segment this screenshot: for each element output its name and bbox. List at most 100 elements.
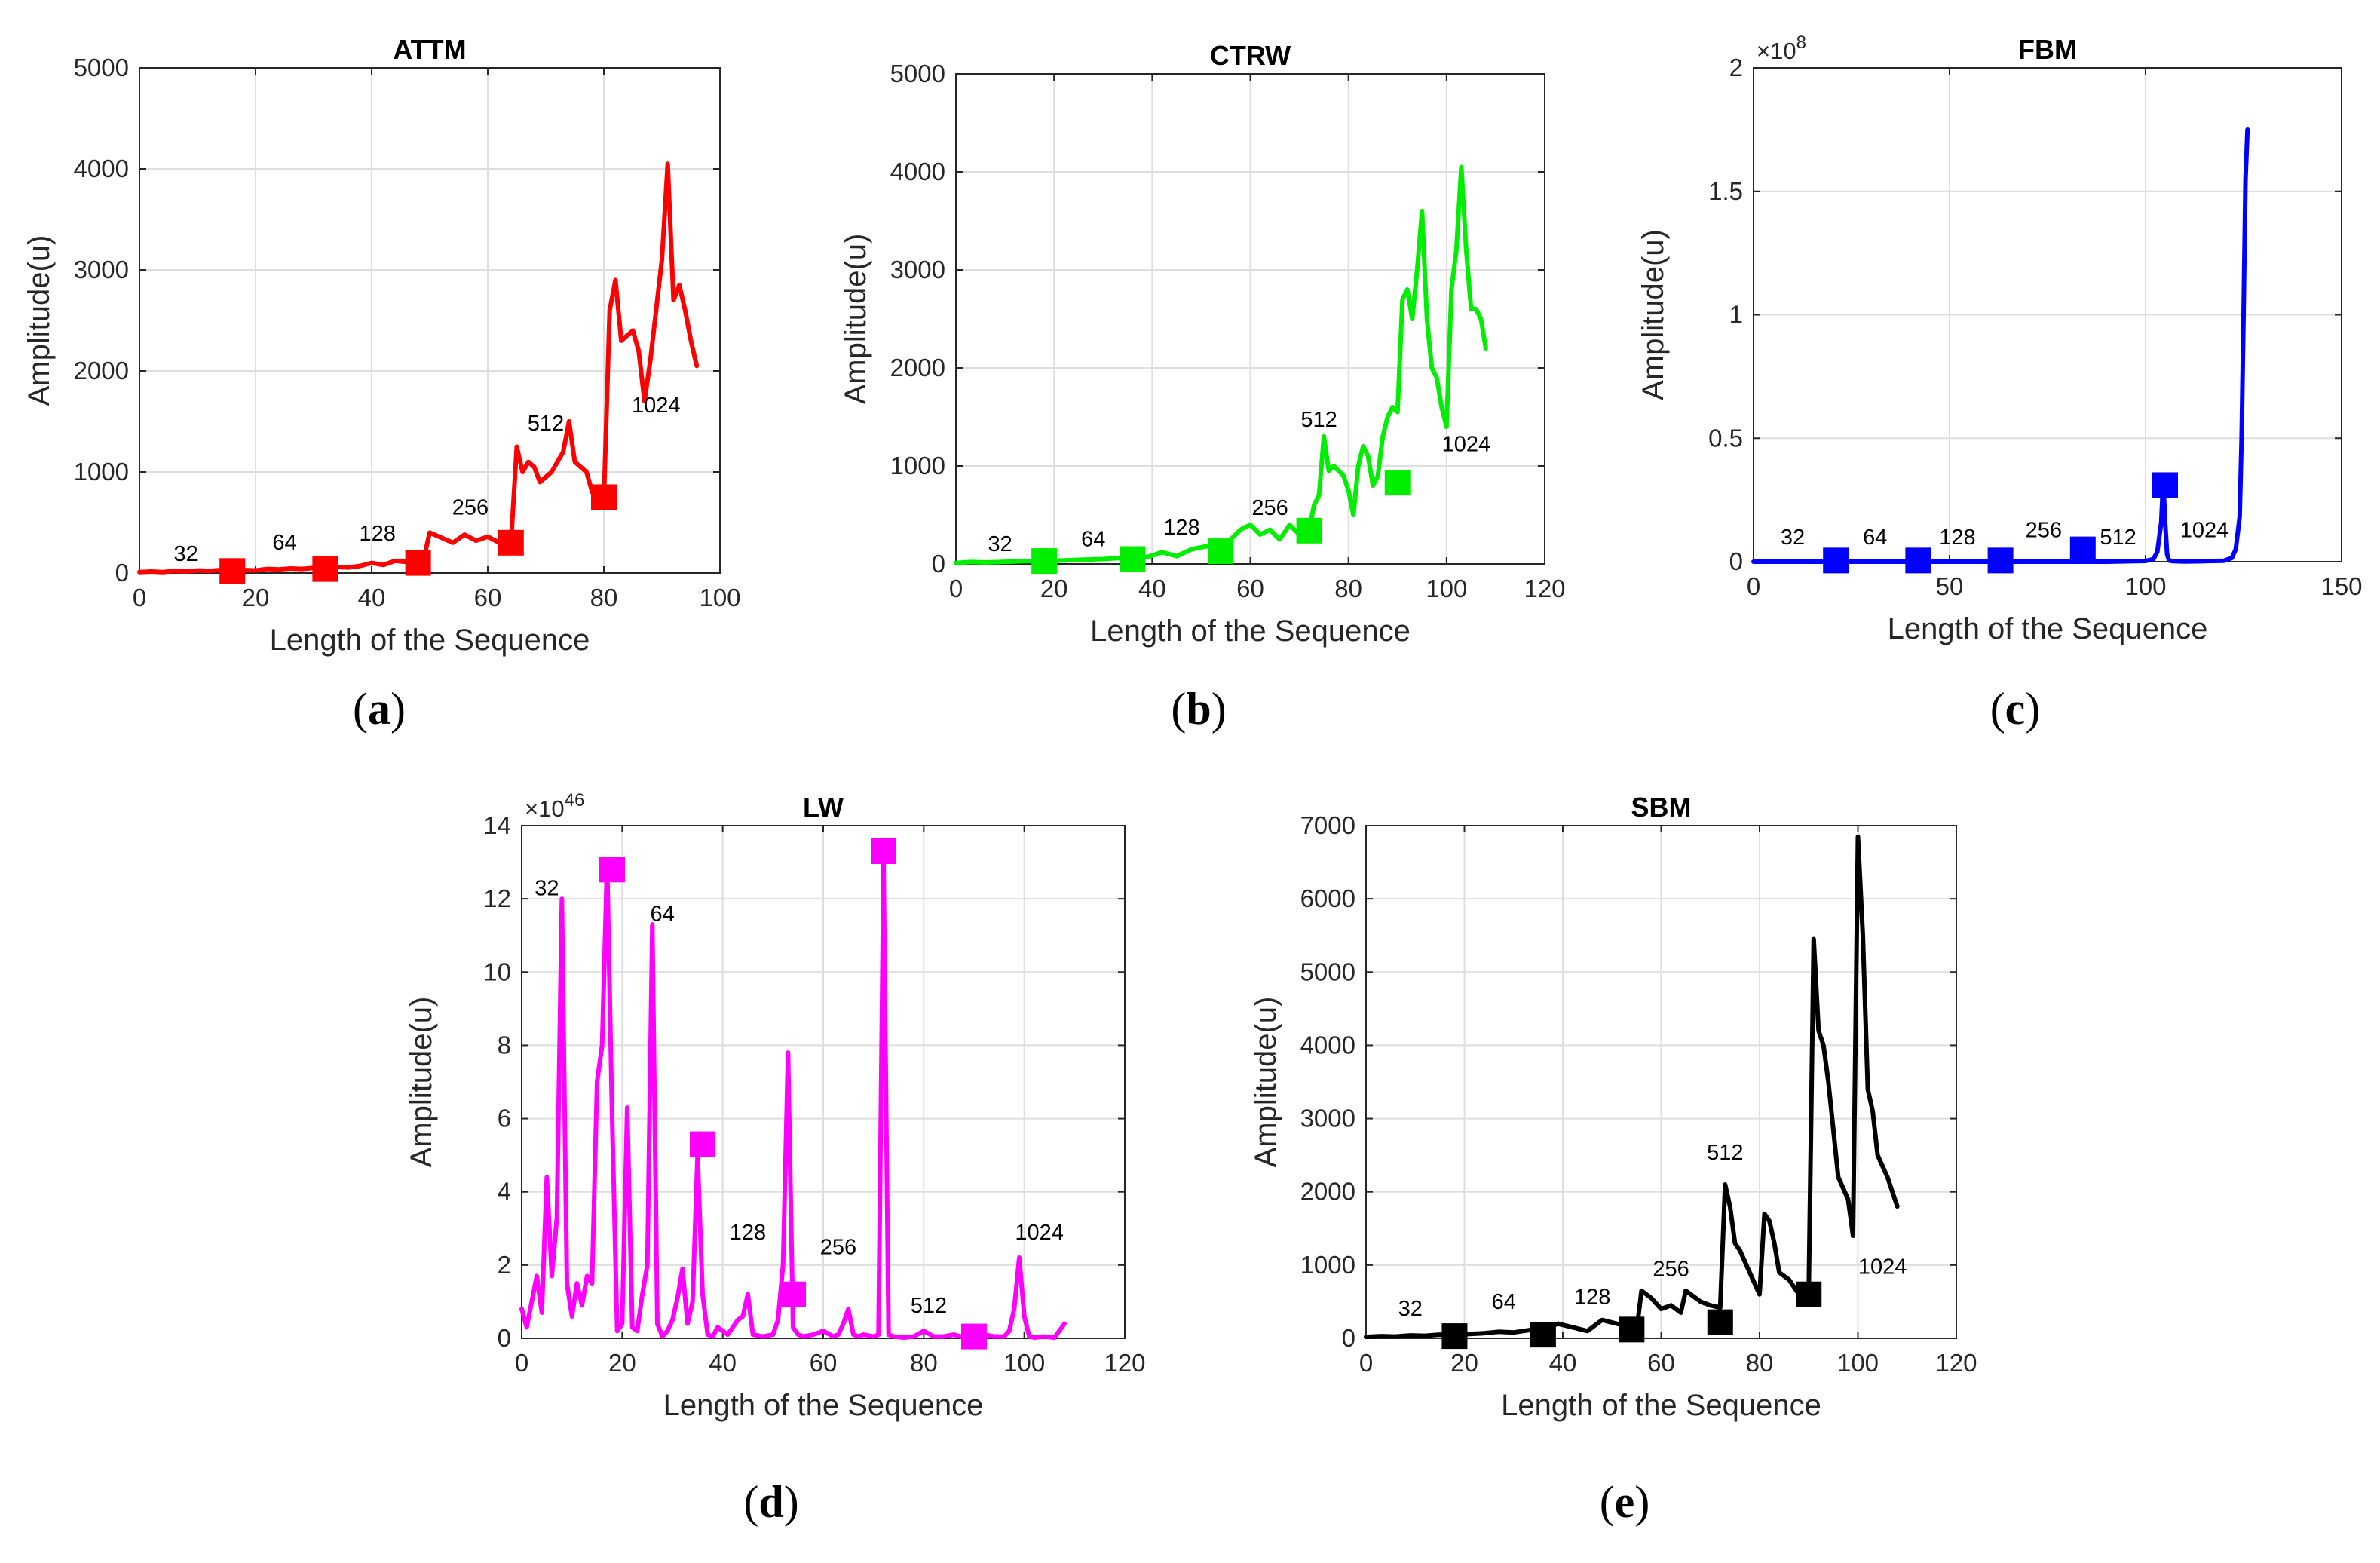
y-tick-label: 1 — [1729, 301, 1743, 329]
chart-title: SBM — [1631, 792, 1692, 823]
x-axis-label: Length of the Sequence — [1888, 612, 2208, 645]
x-tick-label: 100 — [1837, 1349, 1879, 1377]
x-tick-label: 40 — [1138, 575, 1166, 602]
annotation-label: 32 — [173, 542, 198, 566]
annotation-label: 512 — [911, 1294, 947, 1318]
panel-caption-letter: d — [758, 1477, 783, 1527]
panel-caption: (e) — [1600, 1477, 1650, 1527]
annotation-label: 32 — [988, 532, 1012, 556]
annotation-label: 32 — [1398, 1297, 1423, 1321]
x-tick-label: 80 — [590, 584, 618, 611]
data-marker — [1208, 538, 1234, 565]
annotation-label: 32 — [535, 876, 559, 900]
chart-title: ATTM — [393, 34, 466, 65]
annotation-label: 256 — [820, 1235, 856, 1259]
y-tick-label: 0 — [115, 559, 129, 587]
panel-caption-letter: c — [2005, 684, 2026, 734]
x-tick-label: 40 — [709, 1349, 737, 1377]
y-axis-label: Amplitude(u) — [839, 234, 872, 405]
annotation-label: 32 — [1781, 526, 1805, 550]
annotation-label: 64 — [272, 531, 296, 555]
x-tick-label: 40 — [358, 584, 386, 611]
y-tick-label: 0 — [1729, 547, 1743, 575]
y-tick-label: 2000 — [890, 354, 945, 382]
x-tick-label: 80 — [910, 1349, 938, 1377]
annotation-label: 1024 — [1015, 1221, 1064, 1245]
data-marker — [1530, 1322, 1556, 1348]
y-tick-label: 12 — [483, 884, 511, 912]
y-tick-label: 3000 — [74, 256, 129, 283]
annotation-label: 1024 — [632, 394, 681, 418]
data-marker — [1987, 547, 2014, 574]
annotation-label: 128 — [1939, 526, 1975, 550]
y-tick-label: 1.5 — [1708, 177, 1743, 205]
data-marker — [219, 558, 246, 584]
panel-caption: (c) — [1990, 684, 2041, 734]
annotation-label: 128 — [1574, 1285, 1610, 1309]
data-marker — [1707, 1309, 1733, 1335]
annotation-label: 256 — [2026, 518, 2062, 542]
data-marker — [2069, 536, 2096, 562]
x-tick-label: 50 — [1936, 572, 1964, 600]
series-line-ctrw — [954, 164, 1488, 565]
y-tick-label: 1000 — [1300, 1251, 1355, 1279]
x-axis-label: Length of the Sequence — [663, 1389, 984, 1422]
y-tick-label: 2000 — [1300, 1178, 1355, 1206]
data-marker — [871, 838, 896, 864]
data-marker — [405, 550, 431, 576]
y-tick-label: 10 — [483, 958, 511, 985]
x-tick-label: 20 — [1450, 1349, 1478, 1377]
y-tick-label: 4000 — [890, 158, 945, 185]
y-tick-label: 2000 — [74, 357, 129, 385]
series-line-lw — [519, 860, 1067, 1340]
y-tick-label: 5000 — [74, 54, 129, 81]
x-tick-label: 100 — [699, 584, 740, 611]
chart-panel-c: 0 50 100 150 0 0.5 1 1.5 2 ×108 FBM Length of the S… — [1637, 32, 2363, 734]
y-tick-label: 7000 — [1300, 811, 1355, 839]
x-axis-label: Length of the Sequence — [1501, 1389, 1821, 1422]
x-tick-label: 100 — [1426, 575, 1467, 602]
x-tick-label: 0 — [949, 575, 963, 602]
data-marker — [2152, 472, 2178, 498]
x-tick-label: 20 — [1040, 575, 1068, 602]
panel-caption: (b) — [1171, 684, 1226, 734]
x-tick-label: 0 — [133, 584, 146, 611]
annotation-label: 1024 — [1442, 433, 1491, 457]
annotation-label: 128 — [730, 1221, 766, 1245]
panel-caption-letter: e — [1615, 1477, 1635, 1527]
y-tick-label: 1000 — [74, 458, 129, 486]
y-tick-label: 4000 — [74, 155, 129, 182]
y-tick-label: 2 — [1729, 54, 1743, 81]
annotation-label: 512 — [1300, 408, 1337, 432]
annotation-label: 128 — [360, 522, 396, 546]
data-marker — [1619, 1316, 1645, 1343]
y-axis-label: Amplitude(u) — [1249, 997, 1282, 1168]
annotation-label: 256 — [1653, 1257, 1689, 1281]
data-marker — [1441, 1323, 1468, 1350]
y-tick-label: 3000 — [1300, 1105, 1355, 1132]
y-tick-label: 0 — [1342, 1324, 1355, 1352]
chart-title: FBM — [2018, 34, 2077, 65]
x-tick-label: 20 — [242, 584, 270, 611]
chart-panel-a: 0 20 40 60 80 100010002000300040005000ATTMLen… — [23, 34, 741, 734]
x-tick-label: 20 — [608, 1349, 636, 1377]
y-tick-label: 0 — [498, 1324, 511, 1352]
chart-title: LW — [803, 792, 844, 823]
data-marker — [1384, 470, 1411, 496]
axis-exponent-power: 46 — [565, 790, 585, 811]
y-axis-label: Amplitude(u) — [405, 997, 438, 1168]
annotation-label: 64 — [1863, 526, 1887, 550]
annotation-label: 1024 — [1858, 1255, 1907, 1280]
data-marker — [961, 1323, 987, 1350]
annotation-label: 64 — [651, 902, 675, 926]
y-tick-label: 1000 — [890, 452, 945, 480]
y-tick-label: 8 — [498, 1031, 511, 1059]
annotation-label: 1024 — [2180, 518, 2229, 542]
data-marker — [1823, 547, 1849, 574]
y-axis-label: Amplitude(u) — [1637, 229, 1670, 400]
data-marker — [1296, 517, 1322, 544]
x-tick-label: 150 — [2320, 572, 2362, 600]
x-tick-label: 40 — [1549, 1349, 1577, 1377]
